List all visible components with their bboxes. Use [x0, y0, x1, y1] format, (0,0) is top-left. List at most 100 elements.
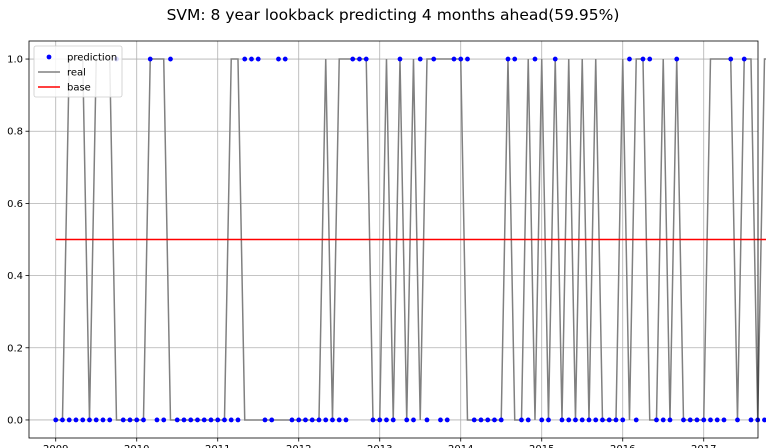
prediction-point [107, 417, 113, 423]
y-tick-label: 1.0 [7, 55, 23, 66]
prediction-point [512, 56, 518, 62]
prediction-point [573, 417, 578, 423]
prediction-point [154, 417, 160, 423]
prediction-point [667, 417, 673, 423]
prediction-point [80, 417, 86, 423]
prediction-point [276, 56, 281, 62]
prediction-point [215, 417, 221, 423]
x-tick-label: 2009 [43, 444, 68, 448]
prediction-point [532, 56, 538, 62]
y-tick-label: 0.6 [7, 199, 23, 210]
prediction-point [762, 417, 766, 423]
y-tick-label: 0.2 [7, 343, 23, 354]
prediction-point [694, 417, 700, 423]
x-tick-label: 2014 [448, 444, 473, 448]
prediction-point [498, 417, 504, 423]
x-tick-label: 2017 [691, 444, 716, 448]
prediction-point [492, 417, 497, 423]
prediction-point [330, 417, 335, 423]
prediction-point [249, 56, 254, 62]
prediction-point [552, 56, 558, 62]
prediction-point [195, 417, 200, 423]
prediction-point [424, 417, 430, 423]
prediction-point [485, 417, 491, 423]
chart-title: SVM: 8 year lookback predicting 4 months… [167, 6, 620, 24]
prediction-point [687, 417, 693, 423]
prediction-point [741, 56, 747, 62]
x-tick-label: 2012 [286, 444, 311, 448]
prediction-point [255, 56, 261, 62]
prediction-point [262, 417, 268, 423]
prediction-point [519, 417, 524, 423]
prediction-point [627, 56, 632, 62]
prediction-point [93, 417, 99, 423]
prediction-point [384, 417, 389, 423]
prediction-point [147, 56, 153, 62]
prediction-point [363, 56, 369, 62]
prediction-point [465, 56, 470, 62]
prediction-point [708, 417, 713, 423]
prediction-point [66, 417, 72, 423]
prediction-point [323, 417, 329, 423]
prediction-point [458, 56, 464, 62]
prediction-point [350, 56, 356, 62]
prediction-point [654, 417, 659, 423]
prediction-point [593, 417, 599, 423]
prediction-point [444, 417, 450, 423]
prediction-point [336, 417, 342, 423]
prediction-point [242, 56, 248, 62]
prediction-point [606, 417, 612, 423]
prediction-point [600, 417, 605, 423]
prediction-point [188, 417, 194, 423]
legend-label-base: base [67, 83, 91, 94]
prediction-point [714, 417, 720, 423]
prediction-point [411, 417, 416, 423]
prediction-point [579, 417, 585, 423]
prediction-point [404, 417, 410, 423]
prediction-point [134, 417, 140, 423]
prediction-point [471, 417, 477, 423]
prediction-point [174, 417, 180, 423]
prediction-point [735, 417, 740, 423]
prediction-point [53, 417, 59, 423]
axis-ticks: 2009 2010 2011 2012 2013 2014 2015 2016 2017 0.0 0… [7, 55, 716, 448]
prediction-point [681, 417, 686, 423]
x-tick-label: 2010 [124, 444, 149, 448]
prediction-point [546, 417, 551, 423]
prediction-point [208, 417, 214, 423]
y-tick-label: 0.0 [7, 415, 23, 426]
prediction-point [674, 56, 680, 62]
prediction-point [505, 56, 511, 62]
x-tick-label: 2011 [205, 444, 230, 448]
legend-label-prediction: prediction [67, 53, 117, 64]
prediction-point [647, 56, 653, 62]
prediction-point [282, 56, 288, 62]
prediction-point [431, 56, 437, 62]
prediction-point [701, 417, 707, 423]
prediction-point [141, 417, 146, 423]
prediction-point [748, 417, 754, 423]
prediction-point [120, 417, 126, 423]
legend: prediction real base [33, 45, 123, 98]
prediction-point [357, 56, 362, 62]
prediction-point [390, 417, 396, 423]
prediction-point [397, 56, 403, 62]
prediction-point [60, 417, 65, 423]
prediction-point [87, 417, 92, 423]
prediction-point [728, 56, 734, 62]
prediction-point [370, 417, 376, 423]
prediction-point [438, 417, 443, 423]
prediction-point [161, 417, 167, 423]
prediction-point [343, 417, 349, 423]
prediction-point [222, 417, 227, 423]
legend-marker-prediction [46, 54, 52, 60]
legend-label-real: real [67, 68, 86, 79]
prediction-point [235, 417, 241, 423]
prediction-point [309, 417, 315, 423]
prediction-point [660, 417, 666, 423]
prediction-point [566, 417, 572, 423]
prediction-point [559, 417, 565, 423]
prediction-point [721, 417, 727, 423]
prediction-point [613, 417, 619, 423]
